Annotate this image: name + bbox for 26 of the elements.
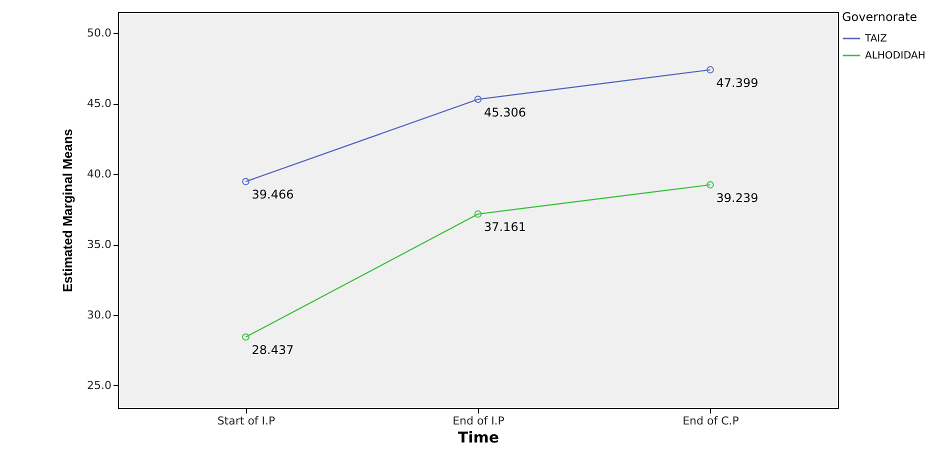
x-tick-label: Start of I.P [217,414,276,428]
y-tick-label: 50.0 [87,26,112,40]
y-tick-label: 40.0 [87,168,112,181]
point [706,66,714,74]
point [242,178,250,186]
x-tick-label: End of C.P [682,414,740,428]
y-axis-title: Estimated Marginal Means [60,128,76,292]
y-tick-label: 45.0 [87,97,112,110]
data-label: 37.161 [484,220,526,234]
point [242,333,250,341]
data-label: 39.466 [252,188,294,202]
legend-label: ALHODIDAH [865,50,926,62]
y-tick-label: 30.0 [87,308,112,322]
point [474,210,482,218]
point [474,96,482,103]
data-label: 45.306 [484,105,526,120]
legend-label: TAIZ [864,34,888,44]
legend-title: Governorate [842,10,918,24]
data-label: 39.239 [716,190,758,205]
point [706,181,714,188]
data-label: 47.399 [716,76,758,90]
y-tick-label: 25.0 [87,378,112,392]
x-axis-title: Time [458,428,500,446]
x-tick-label: End of I.P [452,414,505,428]
y-tick-label: 35.0 [87,238,112,252]
data-label: 28.437 [252,343,294,358]
